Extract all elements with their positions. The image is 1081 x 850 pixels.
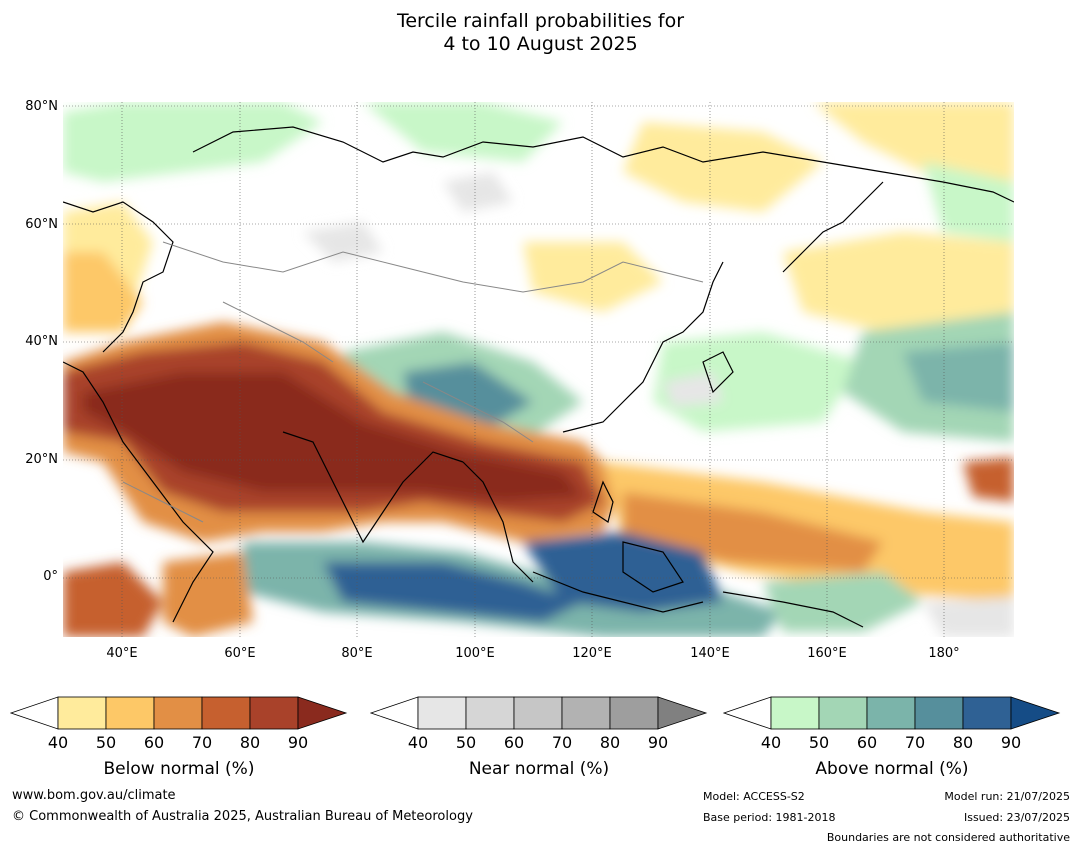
above-colorbar-high-extension [1010,696,1061,730]
coastlines [63,126,1014,628]
near-colorbar-segment [417,696,467,730]
copyright-text: © Commonwealth of Australia 2025, Austra… [12,809,473,824]
below-colorbar-high-extension [297,696,348,730]
above-colorbar-segment [818,696,868,730]
map-title: Tercile rainfall probabilities for 4 to … [0,10,1081,56]
below-normal-colorbar [10,696,348,730]
website-link[interactable]: www.bom.gov.au/climate [12,788,176,803]
above-tick: 50 [808,733,830,752]
below-colorbar-segment [105,696,155,730]
near-colorbar-high-extension [657,696,708,730]
near-tick: 40 [407,733,429,752]
near-colorbar-segment [513,696,563,730]
lat-label-0: 0° [43,569,58,584]
model-run-text: Model run: 21/07/2025 [944,790,1070,803]
below-tick: 60 [143,733,165,752]
below-tick: 80 [239,733,261,752]
map-canvas [63,102,1014,637]
near-normal-title: Near normal (%) [468,759,610,779]
above-tick: 70 [904,733,926,752]
lon-label-80e: 80°E [341,646,373,661]
near-colorbar-segment [465,696,515,730]
below-colorbar-segment [249,696,299,730]
below-tick: 90 [287,733,309,752]
near-tick: 80 [599,733,621,752]
above-tick: 80 [952,733,974,752]
near-colorbar-low-extension [370,696,419,730]
below-tick: 40 [47,733,69,752]
map-title-line1: Tercile rainfall probabilities for [396,10,685,32]
map-title-line2: 4 to 10 August 2025 [443,33,638,55]
below-colorbar-segment [153,696,203,730]
lon-label-160e: 160°E [807,646,847,661]
above-tick: 40 [760,733,782,752]
model-text: Model: ACCESS-S2 [703,790,805,803]
above-colorbar-segment [914,696,964,730]
country-borders [122,241,704,523]
lat-label-40n: 40°N [25,334,58,349]
near-tick: 70 [551,733,573,752]
graticule [63,102,1014,637]
below-tick: 50 [95,733,117,752]
below-colorbar-segment [57,696,107,730]
above-colorbar-segment [770,696,820,730]
lon-label-40e: 40°E [106,646,138,661]
lon-label-60e: 60°E [224,646,256,661]
near-tick: 90 [647,733,669,752]
lat-label-60n: 60°N [25,217,58,232]
near-tick: 60 [503,733,525,752]
near-normal-colorbar [370,696,708,730]
below-normal-title: Below normal (%) [103,759,255,779]
above-colorbar-segment [866,696,916,730]
near-tick: 50 [455,733,477,752]
above-normal-title: Above normal (%) [815,759,969,779]
lat-label-80n: 80°N [25,99,58,114]
below-colorbar-segment [201,696,251,730]
near-colorbar-segment [609,696,659,730]
below-tick: 70 [191,733,213,752]
boundaries-disclaimer: Boundaries are not considered authoritat… [826,831,1070,844]
below-colorbar-low-extension [10,696,59,730]
lon-label-140e: 140°E [690,646,730,661]
issued-text: Issued: 23/07/2025 [963,811,1070,824]
lon-label-180: 180° [928,646,960,661]
above-tick: 90 [1000,733,1022,752]
near-colorbar-segment [561,696,611,730]
above-colorbar-segment [962,696,1012,730]
lon-label-120e: 120°E [572,646,612,661]
rainfall-probability-map [63,102,1014,637]
above-colorbar-low-extension [723,696,772,730]
lat-label-20n: 20°N [25,452,58,467]
above-normal-colorbar [723,696,1061,730]
base-period-text: Base period: 1981-2018 [703,811,836,824]
lon-label-100e: 100°E [455,646,495,661]
above-tick: 60 [856,733,878,752]
